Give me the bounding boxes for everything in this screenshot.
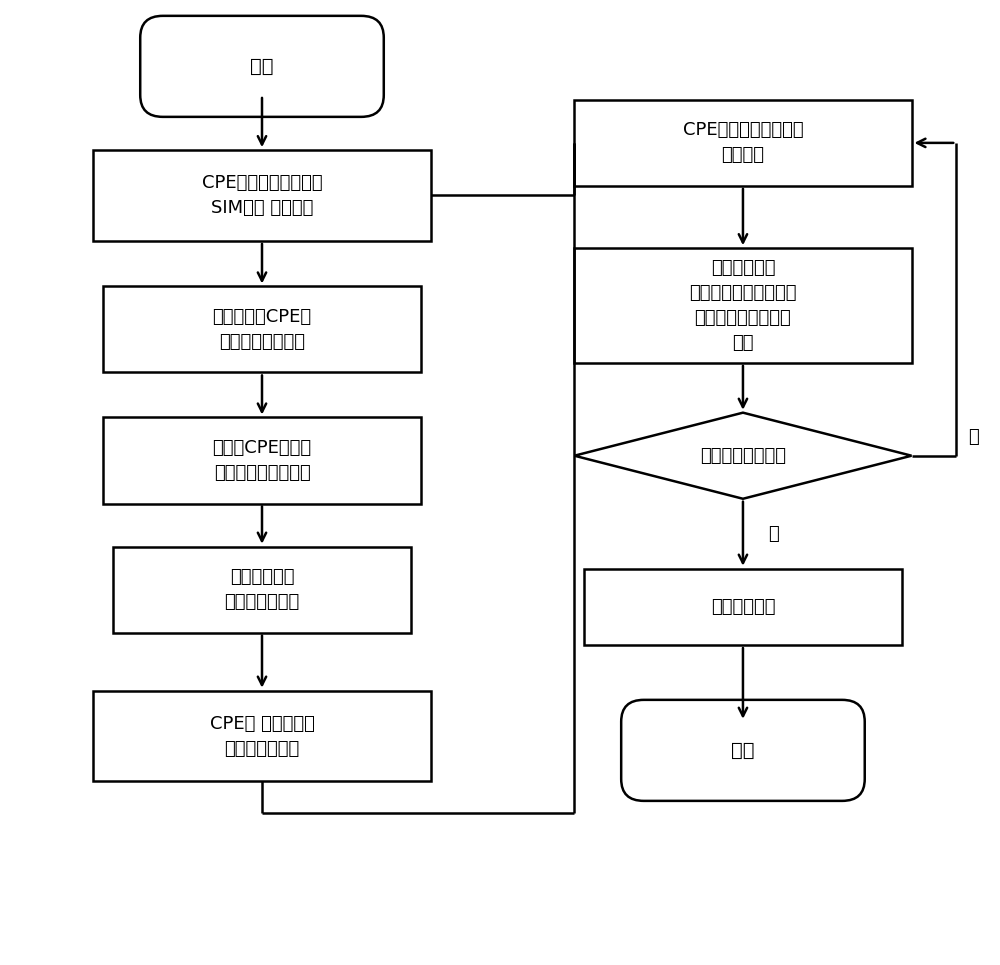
FancyBboxPatch shape xyxy=(621,700,865,801)
Text: 基站接收到CPE的
注册信息，并连接: 基站接收到CPE的 注册信息，并连接 xyxy=(212,308,312,351)
Text: CPE启动，通过认证的
SIM卡与 基站连接: CPE启动，通过认证的 SIM卡与 基站连接 xyxy=(202,174,322,217)
Bar xyxy=(584,568,902,646)
Text: 基站将CPE的证书
信息转发到接入平台: 基站将CPE的证书 信息转发到接入平台 xyxy=(212,439,312,482)
Bar xyxy=(113,546,411,633)
Text: CPE与 接入平台之
间建立通信隧道: CPE与 接入平台之 间建立通信隧道 xyxy=(210,714,314,758)
Text: 结束: 结束 xyxy=(731,741,755,759)
Bar xyxy=(93,151,431,241)
Text: 接入平台接受
数据并经过私有协议与
代理端口后传入电力
内网: 接入平台接受 数据并经过私有协议与 代理端口后传入电力 内网 xyxy=(689,259,797,352)
Bar xyxy=(574,99,912,186)
Polygon shape xyxy=(574,413,912,499)
Text: 断开隧道连接: 断开隧道连接 xyxy=(711,598,775,616)
Text: 是否继续传输数据: 是否继续传输数据 xyxy=(700,447,786,465)
Text: 接入平台收到
证书信息并认证: 接入平台收到 证书信息并认证 xyxy=(224,568,300,611)
Text: 否: 否 xyxy=(768,525,778,542)
Bar xyxy=(103,287,421,372)
Bar xyxy=(93,691,431,782)
Bar xyxy=(103,418,421,504)
Bar xyxy=(574,248,912,363)
Text: 是: 是 xyxy=(968,428,979,446)
Text: 开始: 开始 xyxy=(250,57,274,76)
FancyBboxPatch shape xyxy=(140,15,384,117)
Text: CPE开始传输巡检机器
人的数据: CPE开始传输巡检机器 人的数据 xyxy=(683,122,803,164)
